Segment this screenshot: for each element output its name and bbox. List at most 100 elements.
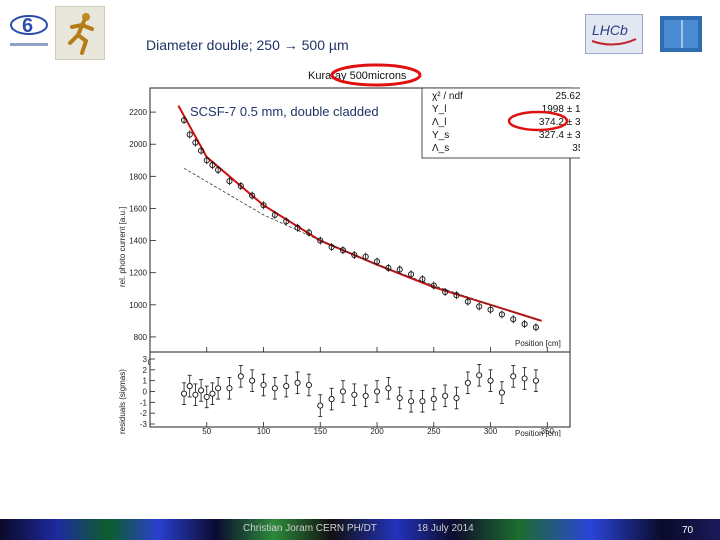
- data-point: [419, 276, 426, 283]
- data-point: [186, 131, 193, 138]
- residual-point: [521, 375, 528, 382]
- data-point: [385, 264, 392, 271]
- residual-point: [442, 392, 449, 399]
- residual-point: [181, 390, 188, 397]
- residual-point: [198, 387, 205, 394]
- y-tick-label: 1400: [129, 237, 147, 246]
- data-point: [464, 298, 471, 305]
- svg-text:6: 6: [22, 15, 33, 37]
- lambda-highlight-ellipse: [507, 110, 569, 132]
- main-xlabel: Position [cm]: [515, 339, 561, 348]
- data-point: [260, 202, 267, 209]
- stats-value: 374.2 ± 3.837: [539, 117, 580, 128]
- chart-figure: Kuraray 500microns SCSF-7 0.5 mm, double…: [118, 63, 580, 437]
- stats-label: Y_s: [432, 130, 449, 141]
- residual-point: [328, 396, 335, 403]
- res-x-tick-label: 150: [314, 427, 328, 436]
- res-y-tick-label: -2: [140, 409, 148, 418]
- residual-plot-frame: [149, 351, 571, 428]
- residual-point: [373, 388, 381, 395]
- residual-point: [305, 381, 312, 389]
- lhcb-logo-icon: LHCb: [585, 14, 643, 54]
- main-ylabel: rel. photo current [a.u.]: [118, 207, 127, 288]
- residual-point: [408, 398, 415, 405]
- data-point: [203, 157, 210, 164]
- res-y-tick-label: 1: [143, 377, 148, 386]
- data-point: [305, 229, 312, 236]
- data-point: [521, 321, 528, 328]
- residual-point: [339, 388, 347, 395]
- residual-point: [249, 377, 256, 384]
- residual-point: [362, 392, 369, 399]
- data-point: [532, 324, 539, 331]
- y-tick-label: 1200: [129, 269, 147, 278]
- residual-point: [510, 373, 517, 380]
- residual-point: [186, 383, 193, 390]
- data-point: [283, 218, 290, 225]
- residual-point: [294, 379, 301, 386]
- residual-point: [396, 394, 403, 402]
- residual-point: [237, 373, 244, 380]
- residual-point: [209, 390, 216, 397]
- runner-logo-icon: [55, 6, 105, 60]
- footer-bar: [0, 519, 720, 540]
- residual-point: [476, 372, 483, 379]
- stats-value: 1998 ± 12.14: [542, 104, 580, 115]
- sci-fi-logo-icon: [660, 16, 702, 52]
- data-point: [271, 211, 278, 218]
- data-point: [328, 243, 335, 251]
- data-point: [487, 306, 494, 313]
- residual-point: [203, 393, 210, 400]
- y-tick-label: 800: [134, 333, 148, 342]
- footer-author: Christian Joram CERN PH/DT: [243, 523, 377, 534]
- residual-point: [464, 379, 471, 386]
- res-x-tick-label: 200: [370, 427, 384, 436]
- data-point: [198, 147, 205, 154]
- data-point: [339, 247, 347, 254]
- residual-point: [226, 385, 233, 392]
- residual-point: [430, 396, 437, 403]
- y-tick-label: 1000: [129, 301, 147, 310]
- slide-title: Diameter double; 250 → 500 µm: [146, 37, 349, 53]
- data-point: [453, 292, 460, 299]
- res-y-tick-label: 2: [143, 366, 148, 375]
- svg-text:LHCb: LHCb: [592, 22, 628, 38]
- res-y-tick-label: -3: [140, 420, 148, 429]
- main-title: Kuraray 500microns: [308, 70, 407, 82]
- residual-point: [351, 391, 358, 398]
- stats-value: 35 ± 0: [572, 143, 580, 154]
- residual-point: [487, 377, 494, 384]
- data-point: [192, 139, 199, 146]
- data-point: [215, 166, 222, 173]
- residual-point: [453, 394, 460, 402]
- residual-point: [532, 377, 539, 384]
- data-point: [396, 266, 403, 273]
- y-tick-label: 1800: [129, 172, 147, 181]
- stats-label: Y_l: [432, 104, 446, 115]
- stats-value: 327.4 ± 37.76: [539, 130, 580, 141]
- residual-point: [283, 383, 290, 390]
- residual-point: [419, 398, 426, 405]
- residual-point: [498, 389, 505, 396]
- data-point: [249, 192, 256, 199]
- data-point: [181, 117, 188, 124]
- stats-label: χ² / ndf: [432, 91, 463, 102]
- footer-date: 18 July 2014: [417, 523, 474, 534]
- data-point: [237, 182, 244, 190]
- y-tick-label: 2200: [129, 108, 147, 117]
- overlay-label: SCSF-7 0.5 mm, double cladded: [190, 104, 379, 119]
- stats-value: 25.62 / 31: [556, 91, 580, 102]
- data-point: [408, 271, 415, 278]
- page-number: 70: [682, 525, 694, 536]
- residual-point: [271, 385, 278, 392]
- y-tick-label: 1600: [129, 204, 147, 213]
- residual-ylabel: residuals (sigmas): [118, 369, 127, 434]
- stats-label: Λ_l: [432, 117, 446, 128]
- y-tick-label: 2000: [129, 140, 147, 149]
- data-point: [430, 282, 437, 289]
- res-x-tick-label: 250: [427, 427, 441, 436]
- res-x-tick-label: 350: [541, 427, 555, 436]
- anniversary-logo-icon: 6: [6, 8, 52, 52]
- residual-point: [215, 385, 222, 392]
- data-point: [226, 178, 233, 185]
